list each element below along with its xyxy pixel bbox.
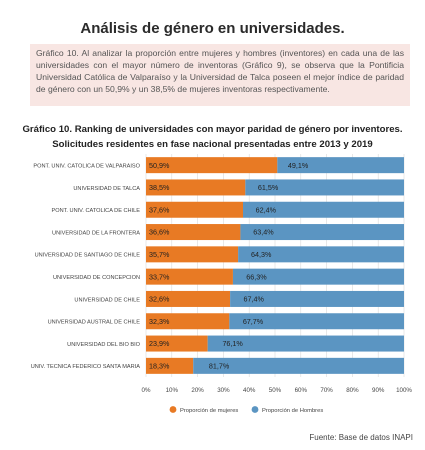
source-note: Fuente: Base de datos INAPI <box>309 433 413 442</box>
x-tick-label: 60% <box>295 387 308 394</box>
bar-mujeres <box>146 335 208 352</box>
bar-hombres <box>245 179 404 196</box>
bar-mujeres <box>146 179 246 196</box>
data-label-hombres: 67,7% <box>243 317 264 326</box>
data-label-hombres: 49,1% <box>288 161 309 170</box>
bar-mujeres <box>146 357 194 374</box>
bar-hombres <box>207 335 404 352</box>
bar-mujeres <box>146 224 241 241</box>
data-label-hombres: 62,4% <box>256 205 277 214</box>
category-label: UNIV. TECNICA FEDERICO SANTA MARIA <box>31 364 141 370</box>
bar-hombres <box>277 157 404 174</box>
data-label-mujeres: 23,9% <box>149 339 170 348</box>
bar-mujeres <box>146 157 278 174</box>
x-tick-label: 40% <box>243 387 256 394</box>
description-paragraph: Gráfico 10. Al analizar la proporción en… <box>30 44 410 106</box>
data-label-hombres: 67,4% <box>244 295 265 304</box>
legend-label-hombres: Proporción de Hombres <box>262 408 323 414</box>
bar-hombres <box>230 290 404 307</box>
data-label-hombres: 61,5% <box>258 183 279 192</box>
bar-mujeres <box>146 290 231 307</box>
bar-mujeres <box>146 313 230 330</box>
category-label: UNIVERSIDAD DE CONCEPCION <box>53 275 140 281</box>
data-label-hombres: 63,4% <box>253 228 274 237</box>
x-tick-label: 80% <box>346 387 359 394</box>
bar-hombres <box>232 268 404 285</box>
x-tick-label: 0% <box>142 387 151 394</box>
bar-mujeres <box>146 268 233 285</box>
category-label: UNIVERSIDAD DEL BIO BIO <box>67 342 140 348</box>
bar-chart: PONT. UNIV. CATOLICA DE VALPARAISO 50,9% 4… <box>31 154 412 414</box>
bar-mujeres <box>146 201 244 218</box>
data-label-mujeres: 35,7% <box>149 250 170 259</box>
x-tick-label: 100% <box>396 387 412 394</box>
legend-marker-hombres <box>251 406 259 413</box>
data-label-mujeres: 50,9% <box>149 161 170 170</box>
chart-subtitle: Solicitudes residentes en fase nacional … <box>52 139 373 150</box>
x-tick-label: 10% <box>166 387 179 394</box>
bar-hombres <box>243 201 404 218</box>
data-label-mujeres: 18,3% <box>149 361 170 370</box>
data-label-mujeres: 32,6% <box>149 295 170 304</box>
data-label-hombres: 81,7% <box>209 361 230 370</box>
bar-mujeres <box>146 246 239 263</box>
category-label: PONT. UNIV. CATOLICA DE CHILE <box>52 208 141 214</box>
x-tick-label: 50% <box>269 387 282 394</box>
bar-hombres <box>240 224 404 241</box>
data-label-hombres: 66,3% <box>246 272 267 281</box>
chart-title: Gráfico 10. Ranking de universidades con… <box>22 124 403 135</box>
category-label: UNIVERSIDAD DE TALCA <box>73 186 140 192</box>
category-label: UNIVERSIDAD AUSTRAL DE CHILE <box>48 320 141 326</box>
data-label-mujeres: 36,6% <box>149 228 170 237</box>
data-label-mujeres: 32,3% <box>149 317 170 326</box>
data-label-hombres: 64,3% <box>251 250 272 259</box>
category-label: UNIVERSIDAD DE CHILE <box>74 297 140 303</box>
bar-hombres <box>238 246 404 263</box>
x-tick-label: 70% <box>320 387 333 394</box>
legend-label-mujeres: Proporción de mujeres <box>180 408 238 414</box>
x-tick-label: 30% <box>217 387 230 394</box>
x-tick-label: 20% <box>191 387 204 394</box>
bar-hombres <box>229 313 404 330</box>
x-tick-label: 90% <box>372 387 385 394</box>
bar-hombres <box>193 357 404 374</box>
data-label-mujeres: 38,5% <box>149 183 170 192</box>
data-label-mujeres: 33,7% <box>149 272 170 281</box>
category-label: UNIVERSIDAD DE LA FRONTERA <box>52 230 140 236</box>
page-title: Análisis de género en universidades. <box>80 20 345 37</box>
legend-marker-mujeres <box>169 406 177 413</box>
category-label: UNIVERSIDAD DE SANTIAGO DE CHILE <box>35 253 141 259</box>
data-label-hombres: 76,1% <box>222 339 243 348</box>
data-label-mujeres: 37,6% <box>149 205 170 214</box>
category-label: PONT. UNIV. CATOLICA DE VALPARAISO <box>33 163 140 169</box>
